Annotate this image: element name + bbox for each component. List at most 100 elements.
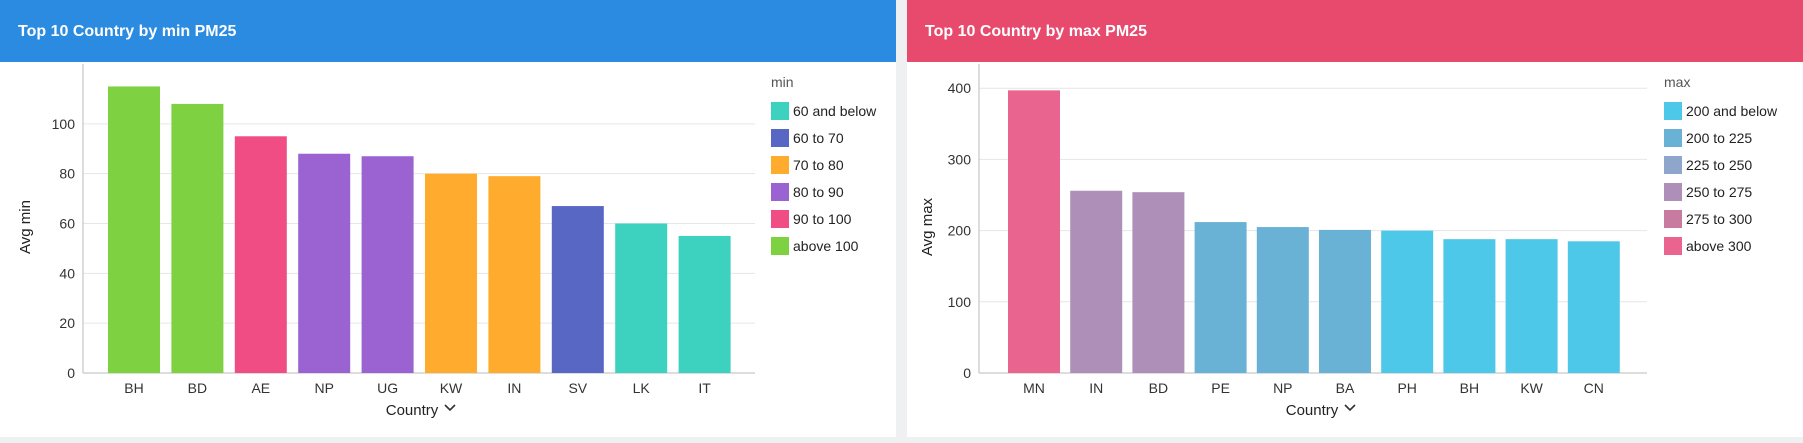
bar-sv[interactable] (551, 206, 604, 373)
legend-swatch (771, 129, 789, 147)
legend-swatch (1664, 237, 1682, 255)
legend-item[interactable]: 80 to 90 (771, 183, 844, 201)
legend-item[interactable]: above 100 (771, 237, 859, 255)
bar-bh[interactable] (108, 86, 160, 373)
x-tick-label: IN (1089, 380, 1103, 396)
legend-swatch (1664, 102, 1682, 120)
bar-in[interactable] (1070, 190, 1123, 373)
x-tick-label: SV (568, 380, 587, 396)
y-axis-title: Avg min (17, 200, 34, 254)
min-pm25-bar-chart: 0 20 40 60 80 100 BH BD AE NP UG KW IN SV LK IT Country A… (17, 64, 877, 419)
y-tick-label: 40 (59, 265, 75, 281)
bar-pe[interactable] (1194, 222, 1247, 373)
x-axis-dropdown[interactable]: Country (386, 402, 456, 419)
legend-label: above 300 (1686, 238, 1752, 254)
y-tick-label: 300 (948, 151, 972, 167)
legend-swatch (1664, 156, 1682, 174)
x-axis-dropdown[interactable]: Country (1286, 402, 1356, 419)
legend-item[interactable]: above 300 (1664, 237, 1752, 255)
legend-label: 275 to 300 (1686, 211, 1752, 227)
legend-label: 250 to 275 (1686, 184, 1752, 200)
x-tick-label: LK (633, 380, 651, 396)
legend-item[interactable]: 70 to 80 (771, 156, 844, 174)
bar-kw[interactable] (425, 173, 477, 373)
bar-ae[interactable] (234, 136, 287, 373)
legend-swatch (771, 156, 789, 174)
x-axis-title: Country (386, 402, 439, 419)
legend-item[interactable]: 60 and below (771, 102, 877, 120)
x-axis-title: Country (1286, 402, 1339, 419)
x-tick-label: NP (314, 380, 333, 396)
legend-swatch (1664, 210, 1682, 228)
legend-label: 60 and below (793, 103, 877, 119)
legend-swatch (771, 183, 789, 201)
bar-ug[interactable] (361, 156, 414, 373)
x-tick-label: BD (1149, 380, 1168, 396)
x-tick-label: IN (507, 380, 521, 396)
legend-item[interactable]: 200 to 225 (1664, 129, 1752, 147)
x-tick-label: KW (440, 380, 463, 396)
legend-label: 225 to 250 (1686, 157, 1752, 173)
max-pm25-bar-chart: 0 100 200 300 400 MN IN BD PE NP BA PH BH KW CN Country… (919, 64, 1778, 419)
panel-title: Top 10 Country by min PM25 (0, 0, 896, 62)
chart-panel-max: Top 10 Country by max PM25 0 100 200 300 400… (907, 0, 1803, 437)
y-tick-label: 200 (948, 223, 972, 239)
legend-item[interactable]: 275 to 300 (1664, 210, 1752, 228)
legend-item[interactable]: 60 to 70 (771, 129, 844, 147)
bar-np[interactable] (1256, 227, 1309, 373)
bar-kw[interactable] (1505, 239, 1558, 373)
y-tick-label: 0 (963, 365, 971, 381)
bar-mn[interactable] (1008, 90, 1060, 373)
y-tick-label: 400 (948, 80, 972, 96)
legend-item[interactable]: 90 to 100 (771, 210, 852, 228)
y-tick-label: 20 (59, 315, 75, 331)
y-tick-label: 60 (59, 216, 75, 232)
y-tick-label: 0 (67, 365, 75, 381)
x-tick-label: BH (124, 380, 143, 396)
x-tick-label: AE (251, 380, 270, 396)
legend-label: 200 and below (1686, 103, 1778, 119)
panel-title: Top 10 Country by max PM25 (907, 0, 1803, 62)
bar-bh[interactable] (1443, 239, 1496, 373)
legend-item[interactable]: 225 to 250 (1664, 156, 1752, 174)
legend-label: 200 to 225 (1686, 130, 1752, 146)
x-tick-label: PE (1211, 380, 1230, 396)
legend-label: 80 to 90 (793, 184, 844, 200)
chart-panel-min: Top 10 Country by min PM25 0 20 40 60 80 100 B… (0, 0, 896, 437)
legend-label: above 100 (793, 238, 859, 254)
bar-np[interactable] (298, 153, 351, 373)
legend-title: min (771, 74, 794, 90)
x-tick-label: BA (1336, 380, 1355, 396)
x-tick-label: KW (1520, 380, 1543, 396)
x-tick-label: BD (188, 380, 207, 396)
bar-in[interactable] (488, 176, 541, 373)
legend-swatch (1664, 183, 1682, 201)
legend-label: 90 to 100 (793, 211, 852, 227)
legend-item[interactable]: 250 to 275 (1664, 183, 1752, 201)
y-tick-label: 100 (52, 116, 76, 132)
bar-it[interactable] (678, 235, 731, 373)
legend-label: 70 to 80 (793, 157, 844, 173)
x-tick-label: NP (1273, 380, 1292, 396)
bar-bd[interactable] (1132, 192, 1185, 373)
legend-swatch (771, 210, 789, 228)
legend-swatch (771, 102, 789, 120)
bar-cn[interactable] (1567, 241, 1620, 373)
x-tick-label: UG (377, 380, 398, 396)
y-axis-title: Avg max (919, 197, 936, 256)
bar-lk[interactable] (615, 223, 668, 374)
legend-swatch (1664, 129, 1682, 147)
chevron-down-icon[interactable] (1344, 404, 1356, 412)
y-tick-label: 100 (948, 294, 972, 310)
legend-swatch (771, 237, 789, 255)
x-tick-label: CN (1584, 380, 1604, 396)
chevron-down-icon[interactable] (444, 404, 456, 412)
bar-bd[interactable] (171, 103, 224, 374)
legend-title: max (1664, 74, 1690, 90)
bar-ph[interactable] (1381, 230, 1434, 373)
x-tick-label: MN (1023, 380, 1045, 396)
legend-label: 60 to 70 (793, 130, 844, 146)
bar-ba[interactable] (1319, 229, 1371, 373)
x-tick-label: BH (1460, 380, 1479, 396)
legend-item[interactable]: 200 and below (1664, 102, 1778, 120)
